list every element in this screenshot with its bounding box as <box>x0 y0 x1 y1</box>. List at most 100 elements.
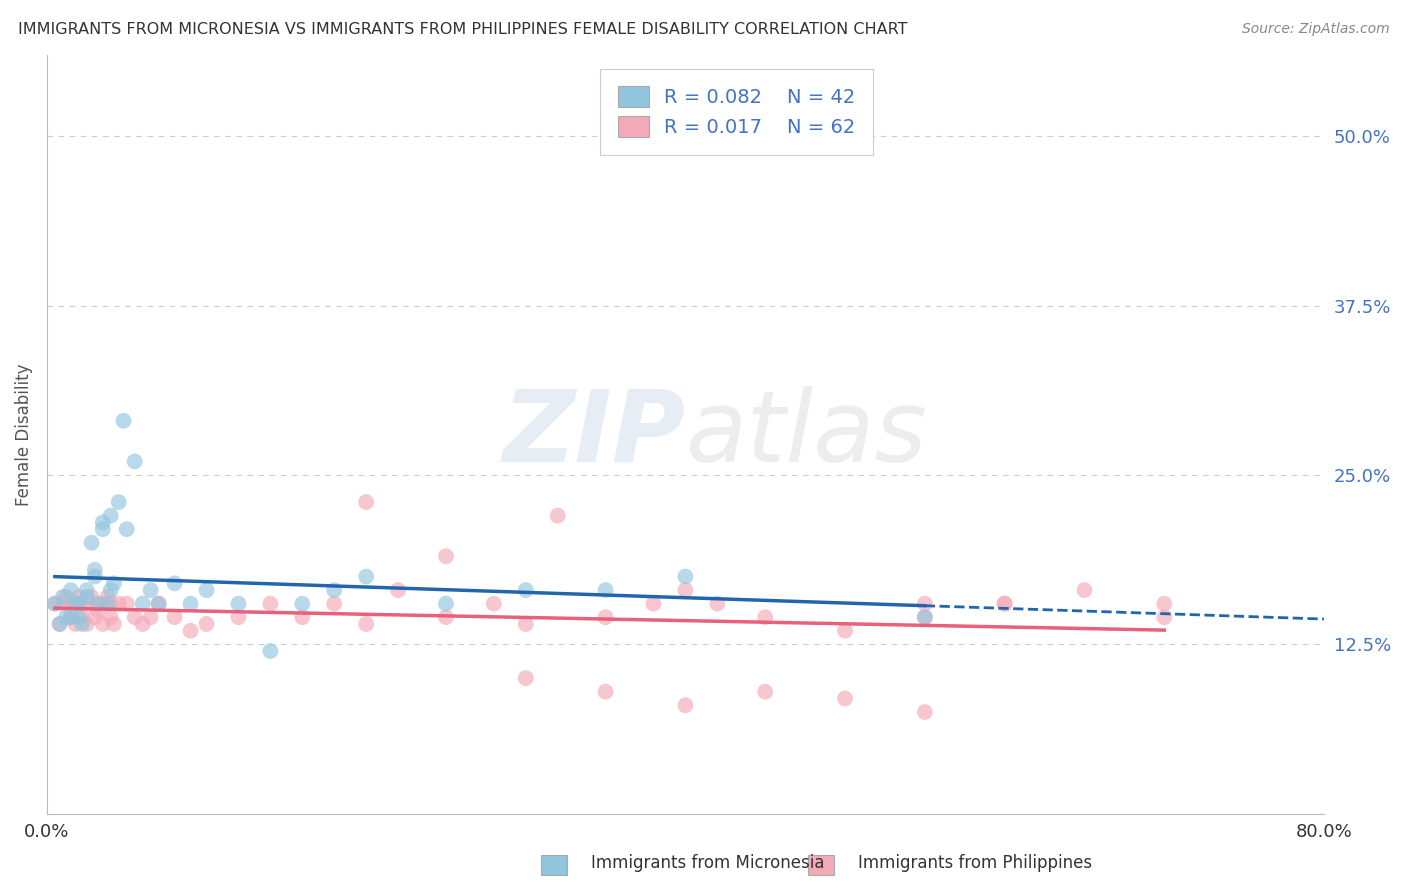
Point <box>67 597 90 611</box>
Point <box>643 597 665 611</box>
Point <box>48 617 70 632</box>
Point <box>67 597 90 611</box>
Point <box>914 597 936 611</box>
Point <box>994 597 1017 611</box>
Point <box>48 617 70 632</box>
Text: Immigrants from Philippines: Immigrants from Philippines <box>858 855 1092 872</box>
Point <box>112 414 135 428</box>
Point <box>834 691 856 706</box>
Point <box>228 610 250 624</box>
Point <box>44 597 66 611</box>
Point <box>59 610 82 624</box>
Point <box>100 508 122 523</box>
Point <box>115 597 138 611</box>
Point <box>914 610 936 624</box>
Point <box>148 597 170 611</box>
Point <box>914 705 936 719</box>
Point <box>52 590 75 604</box>
Point <box>180 597 202 611</box>
Point <box>91 617 114 632</box>
Point <box>80 535 103 549</box>
Point <box>323 597 346 611</box>
Point <box>83 610 105 624</box>
Point <box>228 597 250 611</box>
Point <box>91 597 114 611</box>
Point <box>44 597 66 611</box>
Text: Immigrants from Micronesia: Immigrants from Micronesia <box>591 855 824 872</box>
Point <box>139 610 162 624</box>
Point <box>673 698 696 713</box>
Point <box>259 597 281 611</box>
Point <box>115 522 138 536</box>
Point <box>163 610 186 624</box>
Point <box>65 597 87 611</box>
Point <box>124 454 146 468</box>
Point <box>834 624 856 638</box>
Point <box>52 597 75 611</box>
Legend: R = 0.082    N = 42, R = 0.017    N = 62: R = 0.082 N = 42, R = 0.017 N = 62 <box>600 69 873 155</box>
Point <box>482 597 505 611</box>
Point <box>83 597 105 611</box>
Point <box>76 617 98 632</box>
Point <box>87 597 110 611</box>
Point <box>67 610 90 624</box>
Point <box>107 597 129 611</box>
Point <box>595 583 617 598</box>
Point <box>70 617 93 632</box>
Point <box>83 563 105 577</box>
Point <box>195 617 218 632</box>
Point <box>754 684 776 698</box>
Point <box>515 617 537 632</box>
Point <box>148 597 170 611</box>
Point <box>96 597 118 611</box>
Point <box>387 583 409 598</box>
Point <box>131 597 153 611</box>
Point <box>291 610 314 624</box>
Point <box>754 610 776 624</box>
Point <box>180 624 202 638</box>
Point <box>323 583 346 598</box>
Point <box>100 610 122 624</box>
Point <box>354 617 377 632</box>
FancyBboxPatch shape <box>808 855 834 875</box>
Text: Source: ZipAtlas.com: Source: ZipAtlas.com <box>1241 22 1389 37</box>
Point <box>100 597 122 611</box>
Point <box>59 583 82 598</box>
FancyBboxPatch shape <box>541 855 567 875</box>
Point <box>434 549 457 564</box>
Point <box>70 610 93 624</box>
Point <box>1153 597 1175 611</box>
Point <box>515 671 537 685</box>
Point <box>259 644 281 658</box>
Text: ZIP: ZIP <box>502 386 685 483</box>
Point <box>706 597 728 611</box>
Point <box>1153 610 1175 624</box>
Point <box>76 583 98 598</box>
Point <box>595 610 617 624</box>
Point <box>67 590 90 604</box>
Point <box>65 617 87 632</box>
Point <box>673 569 696 583</box>
Point <box>59 610 82 624</box>
Point <box>434 597 457 611</box>
Point <box>87 603 110 617</box>
Text: IMMIGRANTS FROM MICRONESIA VS IMMIGRANTS FROM PHILIPPINES FEMALE DISABILITY CORR: IMMIGRANTS FROM MICRONESIA VS IMMIGRANTS… <box>18 22 908 37</box>
Point <box>80 590 103 604</box>
Point <box>595 684 617 698</box>
Point <box>55 590 77 604</box>
Y-axis label: Female Disability: Female Disability <box>15 363 32 506</box>
Point <box>91 516 114 530</box>
Point <box>55 610 77 624</box>
Point <box>76 597 98 611</box>
Point <box>354 569 377 583</box>
Point <box>83 569 105 583</box>
Point <box>195 583 218 598</box>
Point <box>59 597 82 611</box>
Point <box>103 576 125 591</box>
Point <box>434 610 457 624</box>
Point <box>547 508 569 523</box>
Point <box>354 495 377 509</box>
Point <box>96 590 118 604</box>
Point <box>515 583 537 598</box>
Text: atlas: atlas <box>685 386 927 483</box>
